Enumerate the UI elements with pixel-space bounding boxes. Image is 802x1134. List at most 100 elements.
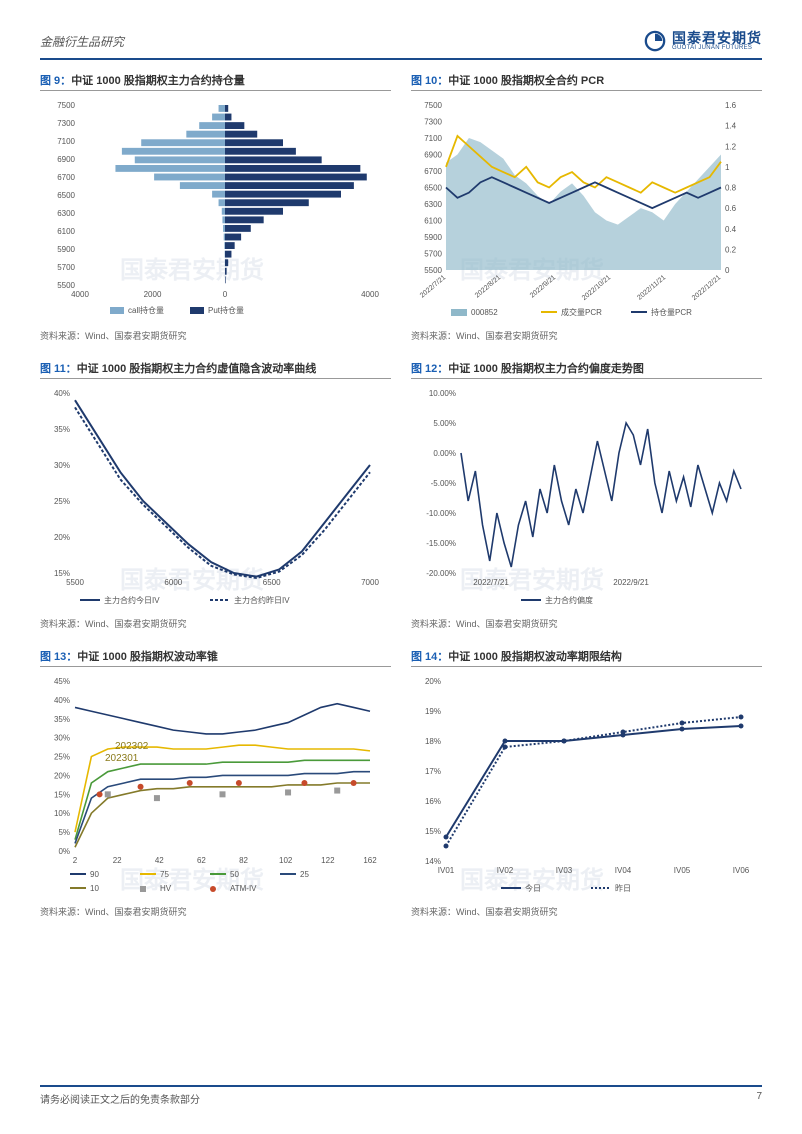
- svg-text:202302: 202302: [115, 741, 149, 752]
- svg-text:-5.00%: -5.00%: [431, 479, 456, 488]
- svg-text:5%: 5%: [58, 828, 70, 837]
- svg-text:25%: 25%: [54, 497, 70, 506]
- svg-text:1: 1: [725, 163, 730, 172]
- svg-text:6000: 6000: [164, 578, 182, 587]
- svg-text:20%: 20%: [54, 533, 70, 542]
- svg-text:0.6: 0.6: [725, 204, 737, 213]
- svg-text:50: 50: [230, 870, 239, 879]
- svg-text:1.6: 1.6: [725, 101, 737, 110]
- svg-text:IV06: IV06: [733, 866, 750, 875]
- svg-text:2022/11/21: 2022/11/21: [636, 274, 667, 302]
- svg-text:30%: 30%: [54, 461, 70, 470]
- page: 国泰君安期货 国泰君安期货 国泰君安期货 国泰君安期货 国泰君安期货 国泰君安期…: [0, 0, 802, 1134]
- chart-box: 7500730071006900670065006300610059005700…: [411, 95, 762, 325]
- chart-title-prefix: 图 12：: [411, 363, 448, 375]
- chart-svg: 10.00%5.00%0.00%-5.00%-10.00%-15.00%-20.…: [411, 383, 751, 613]
- chart-source: 资料来源：Wind、国泰君安期货研究: [40, 329, 391, 342]
- svg-text:4000: 4000: [71, 290, 89, 299]
- svg-text:call持仓量: call持仓量: [128, 305, 164, 315]
- svg-text:-10.00%: -10.00%: [426, 509, 456, 518]
- svg-text:2022/12/21: 2022/12/21: [691, 274, 722, 302]
- chart-title-text: 中证 1000 股指期权波动率锥: [77, 651, 218, 663]
- svg-text:0.2: 0.2: [725, 245, 737, 254]
- chart-title-prefix: 图 10：: [411, 75, 448, 87]
- chart-box: 40%35%30%25%20%15%5500600065007000主力合约今日…: [40, 383, 391, 613]
- logo: 国泰君安期货 GUOTAI JUNAN FUTURES: [644, 30, 762, 52]
- svg-text:1.2: 1.2: [725, 142, 737, 151]
- chart-title: 图 10：中证 1000 股指期权全合约 PCR: [411, 72, 762, 91]
- svg-text:45%: 45%: [54, 677, 70, 686]
- chart-source: 资料来源：Wind、国泰君安期货研究: [411, 329, 762, 342]
- chart-source: 资料来源：Wind、国泰君安期货研究: [40, 617, 391, 630]
- svg-text:0.4: 0.4: [725, 225, 737, 234]
- svg-text:10: 10: [90, 884, 99, 893]
- svg-text:20%: 20%: [425, 677, 441, 686]
- svg-text:202301: 202301: [105, 753, 139, 764]
- svg-text:6500: 6500: [57, 191, 75, 200]
- svg-text:5700: 5700: [424, 250, 442, 259]
- chart-title-prefix: 图 13：: [40, 651, 77, 663]
- logo-en: GUOTAI JUNAN FUTURES: [672, 45, 762, 51]
- chart-box: 20230220230145%40%35%30%25%20%15%10%5%0%…: [40, 671, 391, 901]
- svg-text:7500: 7500: [424, 101, 442, 110]
- chart-box: 10.00%5.00%0.00%-5.00%-10.00%-15.00%-20.…: [411, 383, 762, 613]
- svg-text:6100: 6100: [424, 217, 442, 226]
- svg-text:162: 162: [363, 856, 377, 865]
- svg-text:成交量PCR: 成交量PCR: [561, 307, 602, 317]
- svg-text:0: 0: [223, 290, 228, 299]
- svg-text:6900: 6900: [424, 151, 442, 160]
- chart-svg: 20230220230145%40%35%30%25%20%15%10%5%0%…: [40, 671, 380, 901]
- svg-text:5500: 5500: [57, 281, 75, 290]
- chart-title-prefix: 图 11：: [40, 363, 77, 375]
- chart-svg: 7500730071006900670065006300610059005700…: [40, 95, 380, 325]
- svg-text:ATM-IV: ATM-IV: [230, 884, 257, 893]
- svg-text:2000: 2000: [144, 290, 162, 299]
- svg-text:5.00%: 5.00%: [433, 419, 456, 428]
- chart-box: 7500730071006900670065006300610059005700…: [40, 95, 391, 325]
- svg-text:2022/7/21: 2022/7/21: [473, 578, 509, 587]
- footer-left: 请务必阅读正文之后的免责条款部分: [40, 1091, 200, 1106]
- logo-text: 国泰君安期货 GUOTAI JUNAN FUTURES: [672, 31, 762, 51]
- svg-text:5900: 5900: [57, 245, 75, 254]
- svg-text:15%: 15%: [54, 569, 70, 578]
- svg-text:42: 42: [155, 856, 164, 865]
- svg-text:2022/8/21: 2022/8/21: [474, 274, 502, 299]
- chart-title-prefix: 图 9：: [40, 75, 71, 87]
- svg-text:2022/9/21: 2022/9/21: [529, 274, 557, 299]
- logo-icon: [644, 30, 666, 52]
- svg-text:5500: 5500: [424, 266, 442, 275]
- svg-text:IV04: IV04: [615, 866, 632, 875]
- chart-title-text: 中证 1000 股指期权主力合约虚值隐含波动率曲线: [77, 363, 317, 375]
- svg-text:000852: 000852: [471, 308, 498, 317]
- svg-text:2022/10/21: 2022/10/21: [581, 274, 612, 302]
- svg-text:62: 62: [197, 856, 206, 865]
- chart-svg: 40%35%30%25%20%15%5500600065007000主力合约今日…: [40, 383, 380, 613]
- svg-text:6300: 6300: [424, 200, 442, 209]
- chart-title-text: 中证 1000 股指期权主力合约偏度走势图: [448, 363, 644, 375]
- chart-box: 20%19%18%17%16%15%14%IV01IV02IV03IV04IV0…: [411, 671, 762, 901]
- svg-text:2022/7/21: 2022/7/21: [419, 274, 447, 299]
- chart-source: 资料来源：Wind、国泰君安期货研究: [411, 617, 762, 630]
- svg-text:5500: 5500: [66, 578, 84, 587]
- svg-text:16%: 16%: [425, 797, 441, 806]
- svg-text:持仓量PCR: 持仓量PCR: [651, 307, 692, 317]
- chart-title-text: 中证 1000 股指期权波动率期限结构: [448, 651, 622, 663]
- chart-grid: 图 9：中证 1000 股指期权主力合约持仓量 7500730071006900…: [40, 72, 762, 918]
- chart-9: 图 9：中证 1000 股指期权主力合约持仓量 7500730071006900…: [40, 72, 391, 342]
- chart-title: 图 14：中证 1000 股指期权波动率期限结构: [411, 648, 762, 667]
- svg-text:IV05: IV05: [674, 866, 691, 875]
- svg-text:17%: 17%: [425, 767, 441, 776]
- svg-text:10%: 10%: [54, 809, 70, 818]
- svg-text:20%: 20%: [54, 771, 70, 780]
- svg-text:19%: 19%: [425, 707, 441, 716]
- svg-text:今日: 今日: [525, 883, 541, 893]
- svg-text:HV: HV: [160, 884, 172, 893]
- svg-text:6900: 6900: [57, 155, 75, 164]
- svg-text:82: 82: [239, 856, 248, 865]
- chart-13: 图 13：中证 1000 股指期权波动率锥 20230220230145%40%…: [40, 648, 391, 918]
- svg-text:0%: 0%: [58, 847, 70, 856]
- svg-text:0.00%: 0.00%: [433, 449, 456, 458]
- logo-cn: 国泰君安期货: [672, 31, 762, 45]
- svg-text:主力合约偏度: 主力合约偏度: [545, 595, 593, 605]
- svg-text:主力合约昨日IV: 主力合约昨日IV: [234, 595, 290, 605]
